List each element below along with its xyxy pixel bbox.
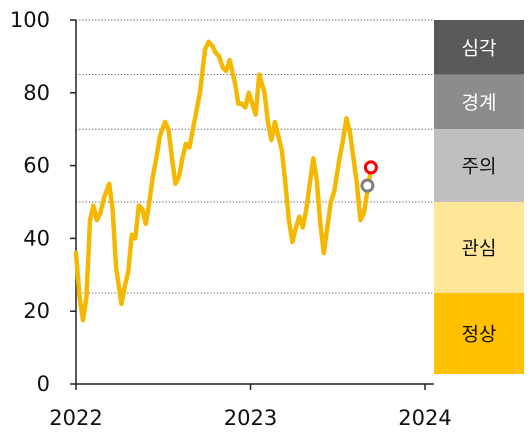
y-tick-label: 80 bbox=[23, 81, 50, 105]
band-4 bbox=[434, 293, 524, 374]
band-label: 주의 bbox=[462, 156, 497, 178]
x-tick-label: 2022 bbox=[49, 406, 102, 430]
band-label: 경계 bbox=[462, 92, 497, 114]
x-tick-label: 2023 bbox=[224, 406, 277, 430]
band-0 bbox=[434, 20, 524, 75]
y-tick-label: 40 bbox=[23, 226, 50, 250]
series-line bbox=[73, 39, 374, 323]
band-2 bbox=[434, 129, 524, 202]
y-tick-label: 100 bbox=[10, 8, 50, 32]
x-axis-ticks: 2022 2023 2024 bbox=[49, 384, 452, 430]
threshold-lines bbox=[76, 19, 434, 294]
y-axis-ticks: 0 20 40 60 80 100 bbox=[10, 8, 76, 396]
y-tick-label: 0 bbox=[37, 372, 50, 396]
band-label: 정상 bbox=[462, 324, 497, 346]
band-label: 심각 bbox=[462, 37, 497, 59]
point-marker bbox=[363, 160, 378, 175]
y-tick-label: 60 bbox=[23, 154, 50, 178]
y-tick-label: 20 bbox=[23, 299, 50, 323]
band-3 bbox=[434, 202, 524, 293]
band-1 bbox=[434, 74, 524, 130]
x-tick-label: 2024 bbox=[398, 406, 451, 430]
axes bbox=[75, 20, 434, 385]
series-lines bbox=[73, 39, 374, 323]
point-marker bbox=[360, 178, 375, 193]
band-label: 관심 bbox=[462, 238, 497, 260]
markers bbox=[360, 160, 378, 193]
